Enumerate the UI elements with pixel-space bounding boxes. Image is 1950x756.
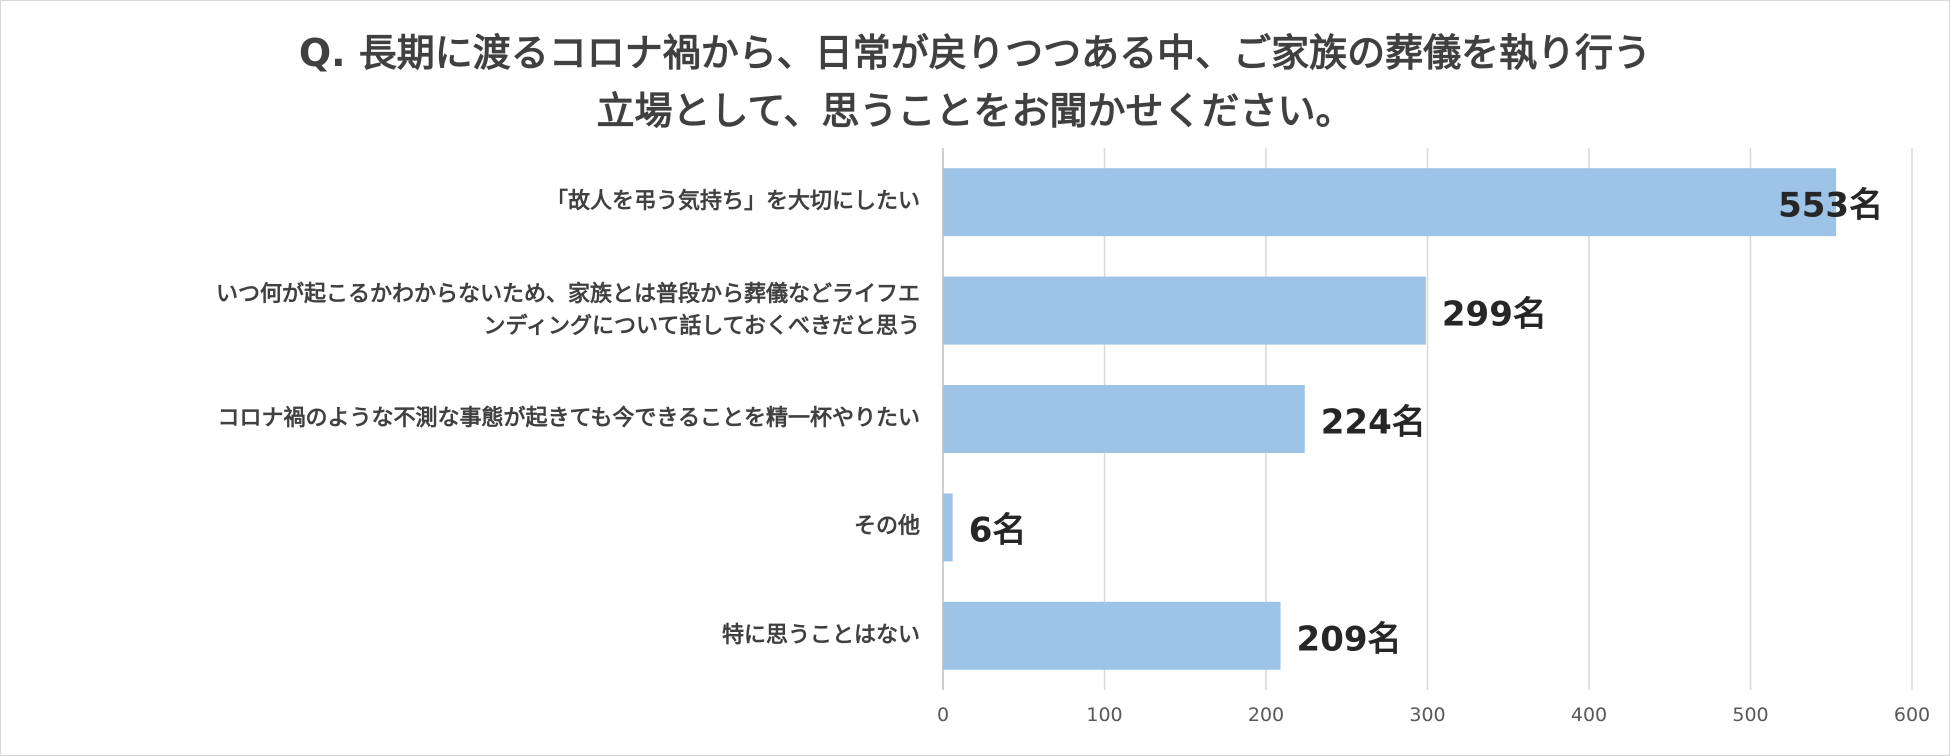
category-label-line: コロナ禍のような不測な事態が起きても今できることを精一杯やりたい [217, 406, 920, 431]
category-label: その他 [10, 511, 920, 543]
data-label: 299名 [1441, 294, 1547, 335]
bar [943, 493, 953, 562]
category-label-line: いつ何が起こるかわからないため、家族とは普段から葬儀などライフエ [215, 281, 920, 307]
category-label-line: 「故人を弔う気持ち」を大切にしたい [545, 189, 920, 215]
category-label: 特に思うことはない [10, 620, 920, 652]
bar [943, 168, 1837, 237]
category-label: 「故人を弔う気持ち」を大切にしたい [10, 186, 920, 218]
category-label-line: 特に思うことはない [721, 622, 920, 648]
bar [943, 385, 1305, 453]
x-tick-label: 0 [936, 704, 950, 726]
data-label: 209名 [1296, 619, 1402, 660]
x-tick-label: 100 [1086, 704, 1123, 726]
data-label: 6名 [968, 510, 1027, 551]
data-label: 224名 [1320, 402, 1426, 443]
data-label: 553名 [1778, 185, 1884, 226]
category-label: コロナ禍のような不測な事態が起きても今できることを精一杯やりたい [10, 403, 920, 435]
x-tick-label: 300 [1409, 704, 1446, 726]
chart-title-line-2: 立場として、思うことをお聞かせください。 [596, 89, 1354, 133]
category-label-line: その他 [853, 514, 920, 540]
category-label: いつ何が起こるかわからないため、家族とは普段から葬儀などライフエンディングについ… [10, 279, 920, 343]
category-label-line: ンディングについて話しておくべきだと思う [483, 313, 920, 339]
chart-title-line-1: Q. 長期に渡るコロナ禍から、日常が戻りつつある中、ご家族の葬儀を執り行う [298, 31, 1652, 75]
x-tick-label: 400 [1570, 704, 1608, 726]
x-tick-label: 500 [1732, 704, 1769, 726]
x-tick-label: 600 [1893, 704, 1931, 726]
bar [943, 276, 1426, 345]
x-tick-label: 200 [1247, 704, 1285, 726]
bar [943, 601, 1281, 670]
